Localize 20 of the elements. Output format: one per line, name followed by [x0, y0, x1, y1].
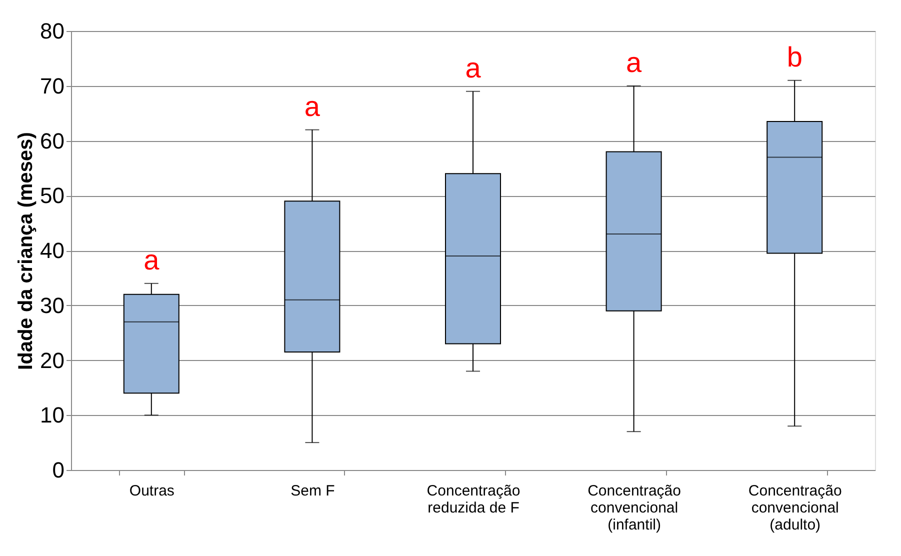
x-tick-label: Concentração reduzida de F: [426, 482, 520, 516]
y-tick-label: 40: [40, 238, 64, 263]
annotation: a: [144, 244, 160, 276]
y-tick-label: 0: [52, 458, 64, 482]
y-tick-label: 10: [40, 402, 64, 428]
y-tick-label: 80: [40, 18, 64, 44]
x-tick-label: Outras: [129, 482, 174, 500]
annotation: b: [786, 41, 802, 72]
y-tick-label: 30: [40, 292, 64, 318]
annotation: a: [626, 46, 642, 78]
annotation: a: [465, 52, 482, 84]
y-tick-label: 50: [40, 183, 64, 208]
y-axis-title: Idade da criança (meses): [15, 132, 38, 370]
x-tick-label: Concentração convencional (adulto): [748, 482, 842, 534]
x-tick-label: Concentração convencional (infantil): [588, 482, 682, 534]
y-tick-label: 20: [40, 348, 64, 373]
y-tick-label: 60: [40, 128, 64, 154]
y-tick-label: 70: [40, 73, 64, 98]
annotation: a: [304, 90, 320, 122]
x-tick-label: Sem F: [290, 482, 335, 500]
